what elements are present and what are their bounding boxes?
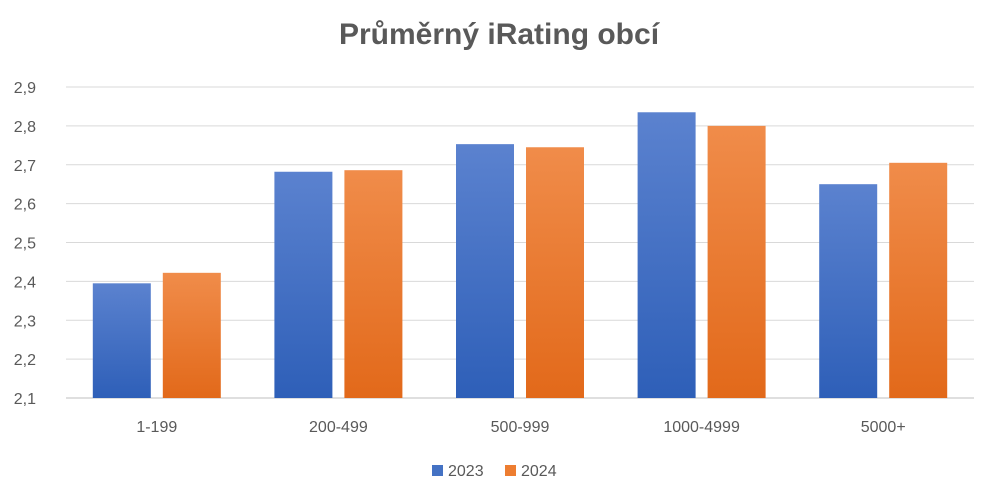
y-tick-label: 2,2 bbox=[14, 352, 36, 369]
y-tick-label: 2,9 bbox=[14, 80, 36, 97]
x-axis-ticks: 1-199 200-499 500-999 1000-4999 5000+ bbox=[136, 419, 905, 436]
legend: 2023 2024 bbox=[432, 463, 557, 480]
bar-2024-1000-4999 bbox=[707, 125, 766, 398]
y-tick-label: 2,7 bbox=[14, 158, 36, 175]
x-tick-label: 5000+ bbox=[861, 419, 906, 436]
y-tick-label: 2,4 bbox=[14, 274, 36, 291]
y-tick-label: 2,8 bbox=[14, 119, 36, 136]
bar-2024-1-199 bbox=[162, 272, 221, 398]
legend-swatch-2024 bbox=[505, 465, 516, 476]
y-tick-label: 2,3 bbox=[14, 313, 36, 330]
x-tick-label: 500-999 bbox=[491, 419, 550, 436]
bar-2023-500-999 bbox=[456, 144, 514, 398]
x-tick-label: 1000-4999 bbox=[663, 419, 740, 436]
bar-2023-1000-4999 bbox=[637, 112, 696, 399]
bar-2023-200-499 bbox=[274, 171, 333, 398]
bar-2024-200-499 bbox=[344, 170, 403, 398]
y-tick-label: 2,1 bbox=[14, 391, 36, 408]
bar-2024-500-999 bbox=[526, 147, 584, 398]
x-tick-label: 200-499 bbox=[309, 419, 368, 436]
y-tick-label: 2,5 bbox=[14, 236, 36, 253]
legend-label: 2024 bbox=[521, 463, 557, 480]
bar-2023-5000+ bbox=[819, 184, 878, 398]
bars bbox=[92, 112, 948, 399]
legend-label: 2023 bbox=[448, 463, 484, 480]
bar-2024-5000+ bbox=[889, 162, 948, 398]
y-axis-ticks: 2,1 2,2 2,3 2,4 2,5 2,6 2,7 2,8 2,9 bbox=[14, 80, 36, 408]
y-tick-label: 2,6 bbox=[14, 197, 36, 214]
bar-2023-1-199 bbox=[92, 283, 151, 398]
chart-title: Průměrný iRating obcí bbox=[339, 18, 661, 51]
legend-swatch-2023 bbox=[432, 465, 443, 476]
x-tick-label: 1-199 bbox=[136, 419, 177, 436]
